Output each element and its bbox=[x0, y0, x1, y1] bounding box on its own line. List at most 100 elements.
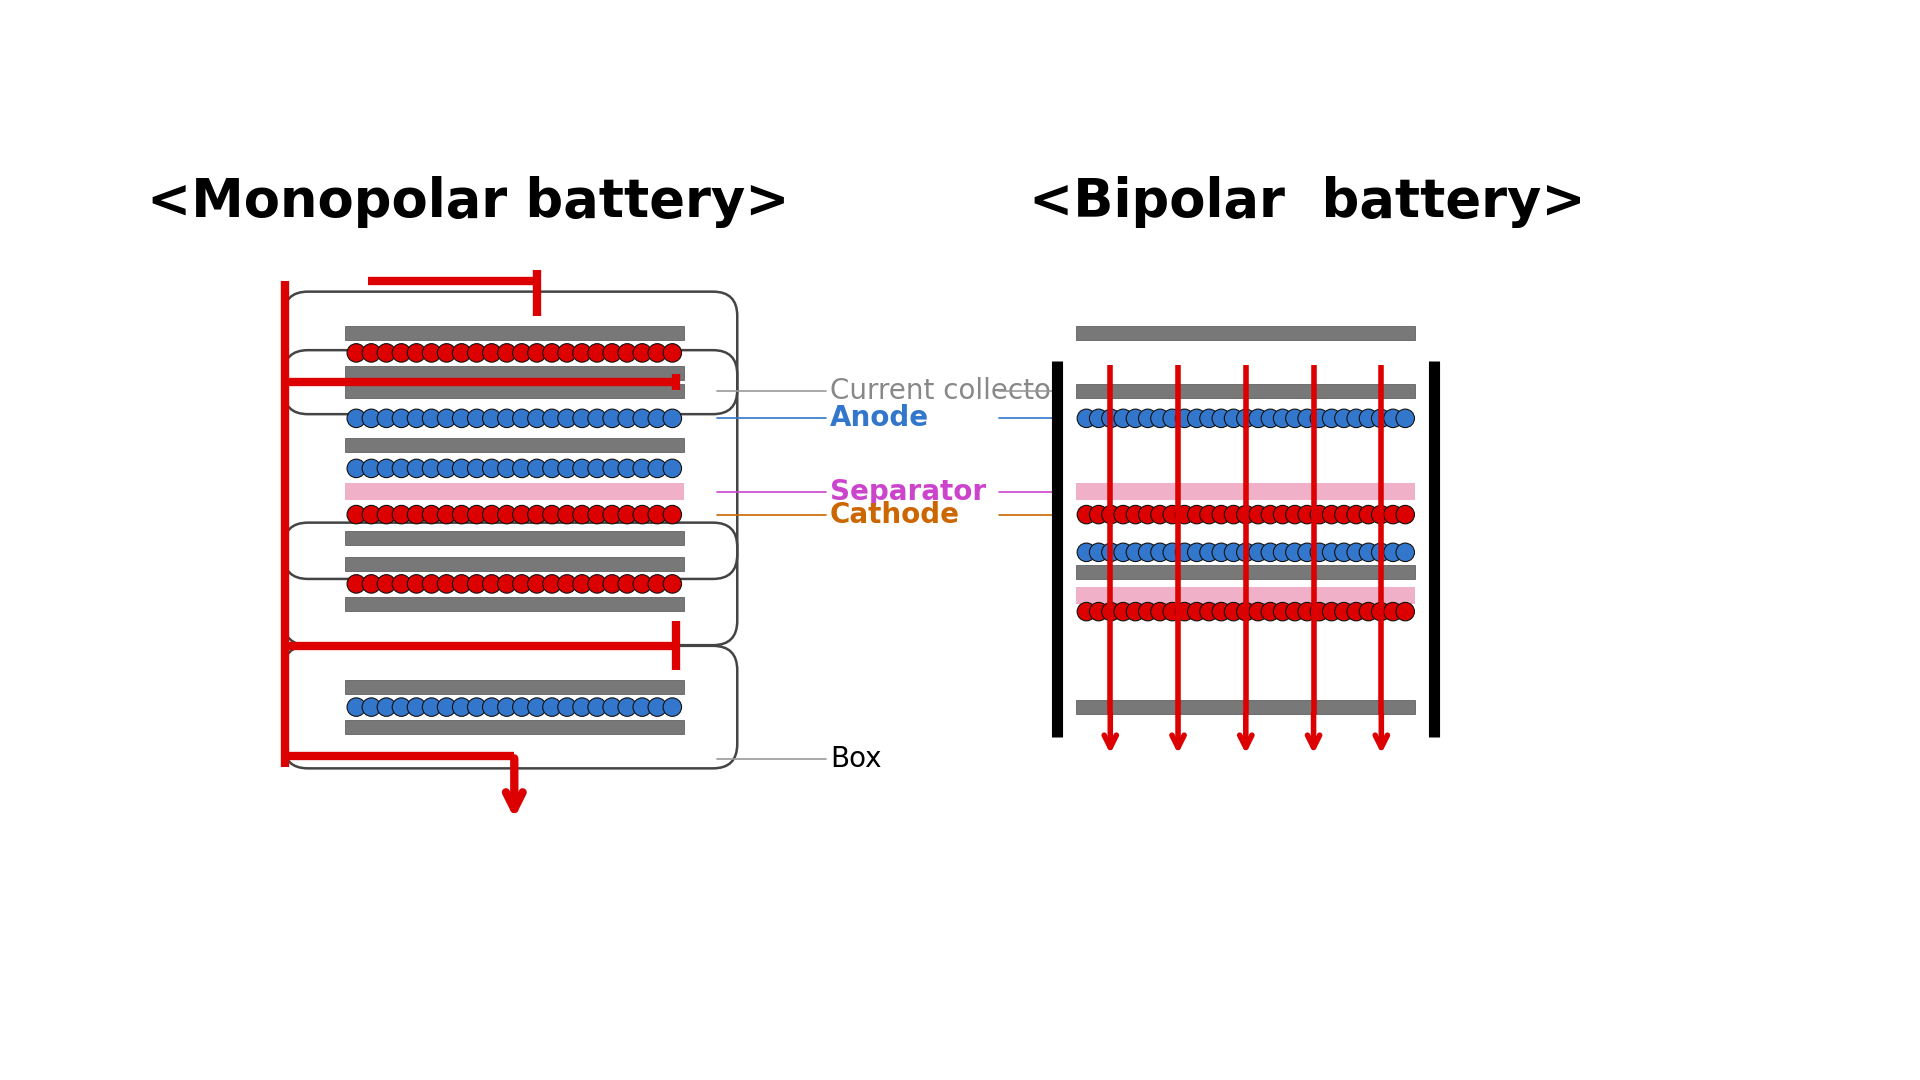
Circle shape bbox=[422, 505, 442, 524]
Circle shape bbox=[363, 343, 380, 362]
Circle shape bbox=[1127, 543, 1144, 562]
Circle shape bbox=[528, 459, 545, 477]
Circle shape bbox=[1139, 603, 1158, 621]
Circle shape bbox=[1236, 505, 1256, 524]
Circle shape bbox=[1187, 543, 1206, 562]
Circle shape bbox=[467, 409, 486, 428]
Circle shape bbox=[572, 575, 591, 593]
Circle shape bbox=[1323, 543, 1340, 562]
Circle shape bbox=[1348, 543, 1365, 562]
Text: Separator: Separator bbox=[829, 477, 987, 505]
Text: Anode: Anode bbox=[829, 404, 929, 432]
Circle shape bbox=[603, 459, 622, 477]
Circle shape bbox=[618, 575, 636, 593]
Circle shape bbox=[1273, 409, 1292, 428]
Circle shape bbox=[649, 459, 666, 477]
Circle shape bbox=[1212, 543, 1231, 562]
Circle shape bbox=[1298, 603, 1317, 621]
Circle shape bbox=[528, 575, 545, 593]
Circle shape bbox=[497, 459, 516, 477]
Circle shape bbox=[603, 698, 622, 716]
Circle shape bbox=[649, 575, 666, 593]
Circle shape bbox=[1114, 603, 1133, 621]
Circle shape bbox=[1114, 543, 1133, 562]
Circle shape bbox=[392, 459, 411, 477]
Circle shape bbox=[649, 698, 666, 716]
Circle shape bbox=[649, 505, 666, 524]
Circle shape bbox=[1236, 603, 1256, 621]
Circle shape bbox=[1127, 409, 1144, 428]
Circle shape bbox=[1248, 543, 1267, 562]
Circle shape bbox=[572, 343, 591, 362]
Circle shape bbox=[618, 459, 636, 477]
Circle shape bbox=[1102, 409, 1119, 428]
Circle shape bbox=[513, 409, 532, 428]
Circle shape bbox=[348, 459, 365, 477]
Circle shape bbox=[363, 505, 380, 524]
Circle shape bbox=[634, 505, 651, 524]
Circle shape bbox=[649, 409, 666, 428]
Circle shape bbox=[634, 459, 651, 477]
Circle shape bbox=[1309, 603, 1329, 621]
Circle shape bbox=[1175, 543, 1194, 562]
Circle shape bbox=[482, 459, 501, 477]
Circle shape bbox=[1150, 543, 1169, 562]
Circle shape bbox=[662, 343, 682, 362]
Circle shape bbox=[348, 698, 365, 716]
Circle shape bbox=[1200, 543, 1219, 562]
Circle shape bbox=[634, 575, 651, 593]
Circle shape bbox=[497, 575, 516, 593]
Circle shape bbox=[453, 575, 470, 593]
Circle shape bbox=[1298, 409, 1317, 428]
Circle shape bbox=[1248, 603, 1267, 621]
Circle shape bbox=[1164, 409, 1181, 428]
Circle shape bbox=[1164, 505, 1181, 524]
Circle shape bbox=[1236, 543, 1256, 562]
Bar bbox=[346, 680, 684, 694]
Circle shape bbox=[376, 698, 396, 716]
Circle shape bbox=[634, 409, 651, 428]
Circle shape bbox=[543, 575, 561, 593]
Circle shape bbox=[497, 409, 516, 428]
Circle shape bbox=[557, 343, 576, 362]
Circle shape bbox=[1127, 603, 1144, 621]
Circle shape bbox=[588, 459, 607, 477]
Circle shape bbox=[1114, 409, 1133, 428]
Circle shape bbox=[1309, 409, 1329, 428]
Circle shape bbox=[376, 343, 396, 362]
Bar bbox=[346, 483, 684, 500]
Circle shape bbox=[482, 698, 501, 716]
Circle shape bbox=[1225, 505, 1242, 524]
Circle shape bbox=[1200, 603, 1219, 621]
Circle shape bbox=[528, 698, 545, 716]
Circle shape bbox=[1261, 543, 1279, 562]
Circle shape bbox=[557, 459, 576, 477]
Circle shape bbox=[1273, 543, 1292, 562]
Circle shape bbox=[1334, 543, 1354, 562]
Bar bbox=[1077, 586, 1415, 604]
Circle shape bbox=[348, 505, 365, 524]
Circle shape bbox=[1102, 543, 1119, 562]
Circle shape bbox=[1200, 505, 1219, 524]
Circle shape bbox=[1298, 505, 1317, 524]
Circle shape bbox=[1323, 409, 1340, 428]
Circle shape bbox=[1309, 505, 1329, 524]
Text: Cathode: Cathode bbox=[829, 501, 960, 528]
Bar bbox=[346, 326, 684, 340]
Circle shape bbox=[497, 343, 516, 362]
Circle shape bbox=[392, 409, 411, 428]
Circle shape bbox=[376, 459, 396, 477]
Bar bbox=[346, 720, 684, 734]
Circle shape bbox=[603, 343, 622, 362]
Circle shape bbox=[363, 459, 380, 477]
Circle shape bbox=[603, 575, 622, 593]
Circle shape bbox=[1248, 409, 1267, 428]
Circle shape bbox=[422, 575, 442, 593]
Circle shape bbox=[1396, 603, 1415, 621]
Circle shape bbox=[1348, 505, 1365, 524]
Circle shape bbox=[572, 698, 591, 716]
Circle shape bbox=[1261, 505, 1279, 524]
Circle shape bbox=[438, 698, 455, 716]
Circle shape bbox=[407, 698, 426, 716]
Circle shape bbox=[1273, 505, 1292, 524]
